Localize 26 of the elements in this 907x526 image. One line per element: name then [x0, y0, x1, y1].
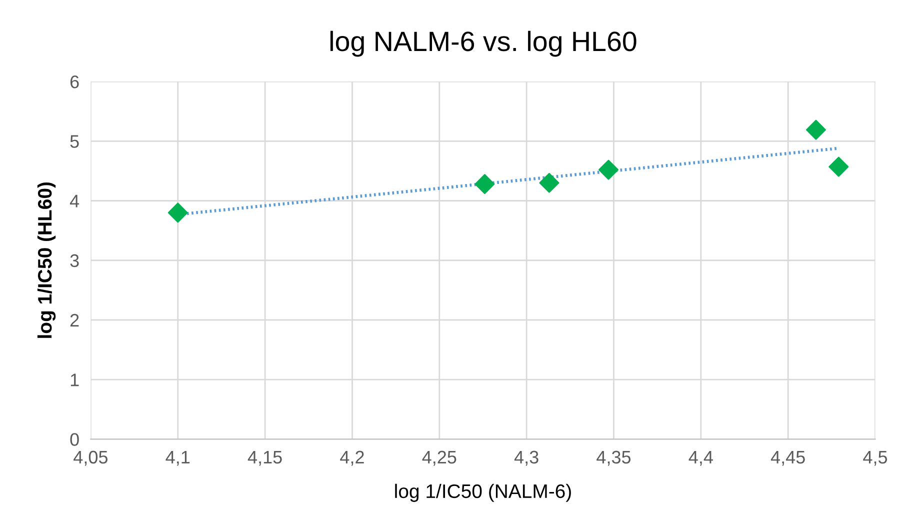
point [828, 156, 849, 177]
x-tick-label: 4,1 [166, 450, 190, 466]
point [539, 172, 560, 193]
y-tick-label: 1 [70, 374, 79, 386]
x-tick-label: 4,15 [248, 450, 282, 466]
x-tick-label: 4,25 [422, 450, 456, 466]
chart-title: log NALM-6 vs. log HL60 [330, 30, 636, 57]
y-axis-title: log 1/IC50 (HL60) [37, 182, 56, 338]
x-tick-label: 4,35 [596, 450, 631, 466]
y-tick-label: 6 [70, 75, 79, 88]
point [474, 174, 495, 194]
x-tick-label: 4,45 [770, 450, 805, 466]
x-tick-label: 4,3 [514, 450, 538, 466]
y-tick-label: 0 [70, 433, 79, 446]
point [806, 120, 826, 140]
y-tick-label: 5 [70, 135, 79, 148]
y-tick-label: 3 [70, 254, 79, 268]
x-tick-label: 4,2 [340, 450, 364, 466]
point [598, 160, 619, 180]
x-axis-title: log 1/IC50 (NALM-6) [395, 484, 571, 502]
y-tick-label: 4 [70, 194, 80, 208]
y-tick-label: 2 [70, 314, 79, 327]
x-tick-label: 4,05 [74, 450, 108, 466]
x-tick-label: 4,5 [863, 450, 888, 466]
point [168, 202, 188, 223]
x-tick-label: 4,4 [688, 450, 713, 466]
